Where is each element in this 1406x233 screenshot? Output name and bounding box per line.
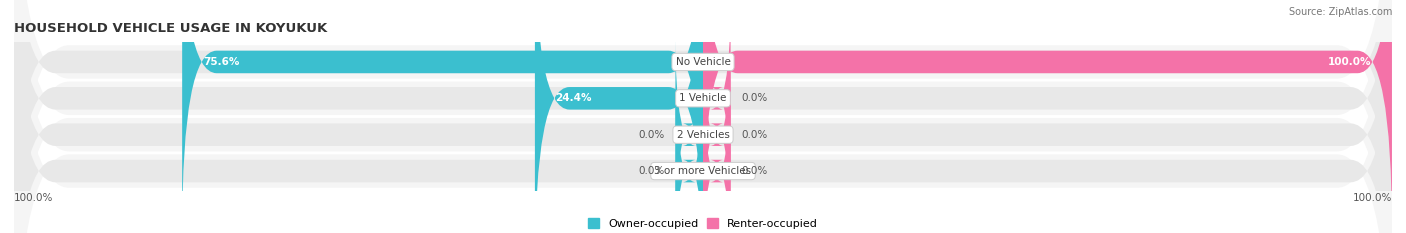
Text: 1 Vehicle: 1 Vehicle <box>679 93 727 103</box>
FancyBboxPatch shape <box>703 0 731 196</box>
Text: 0.0%: 0.0% <box>638 166 665 176</box>
Text: 100.0%: 100.0% <box>1327 57 1371 67</box>
Text: 24.4%: 24.4% <box>555 93 592 103</box>
FancyBboxPatch shape <box>14 0 1392 233</box>
FancyBboxPatch shape <box>14 0 1392 233</box>
Text: No Vehicle: No Vehicle <box>675 57 731 67</box>
Text: 100.0%: 100.0% <box>1353 193 1392 203</box>
Text: 75.6%: 75.6% <box>202 57 239 67</box>
Text: 100.0%: 100.0% <box>14 193 53 203</box>
FancyBboxPatch shape <box>14 0 1392 233</box>
FancyBboxPatch shape <box>14 0 1392 233</box>
FancyBboxPatch shape <box>14 0 1392 233</box>
Text: 0.0%: 0.0% <box>741 130 768 140</box>
FancyBboxPatch shape <box>675 37 703 233</box>
FancyBboxPatch shape <box>183 0 703 233</box>
FancyBboxPatch shape <box>703 73 731 233</box>
Text: 3 or more Vehicles: 3 or more Vehicles <box>654 166 752 176</box>
FancyBboxPatch shape <box>14 0 1392 233</box>
Text: 0.0%: 0.0% <box>638 130 665 140</box>
FancyBboxPatch shape <box>14 0 1392 233</box>
FancyBboxPatch shape <box>703 37 731 233</box>
Text: 2 Vehicles: 2 Vehicles <box>676 130 730 140</box>
FancyBboxPatch shape <box>703 0 1392 233</box>
Text: 0.0%: 0.0% <box>741 166 768 176</box>
Text: HOUSEHOLD VEHICLE USAGE IN KOYUKUK: HOUSEHOLD VEHICLE USAGE IN KOYUKUK <box>14 22 328 35</box>
Legend: Owner-occupied, Renter-occupied: Owner-occupied, Renter-occupied <box>583 214 823 233</box>
FancyBboxPatch shape <box>675 73 703 233</box>
Text: 0.0%: 0.0% <box>741 93 768 103</box>
FancyBboxPatch shape <box>534 0 703 233</box>
FancyBboxPatch shape <box>14 0 1392 233</box>
Text: Source: ZipAtlas.com: Source: ZipAtlas.com <box>1288 7 1392 17</box>
